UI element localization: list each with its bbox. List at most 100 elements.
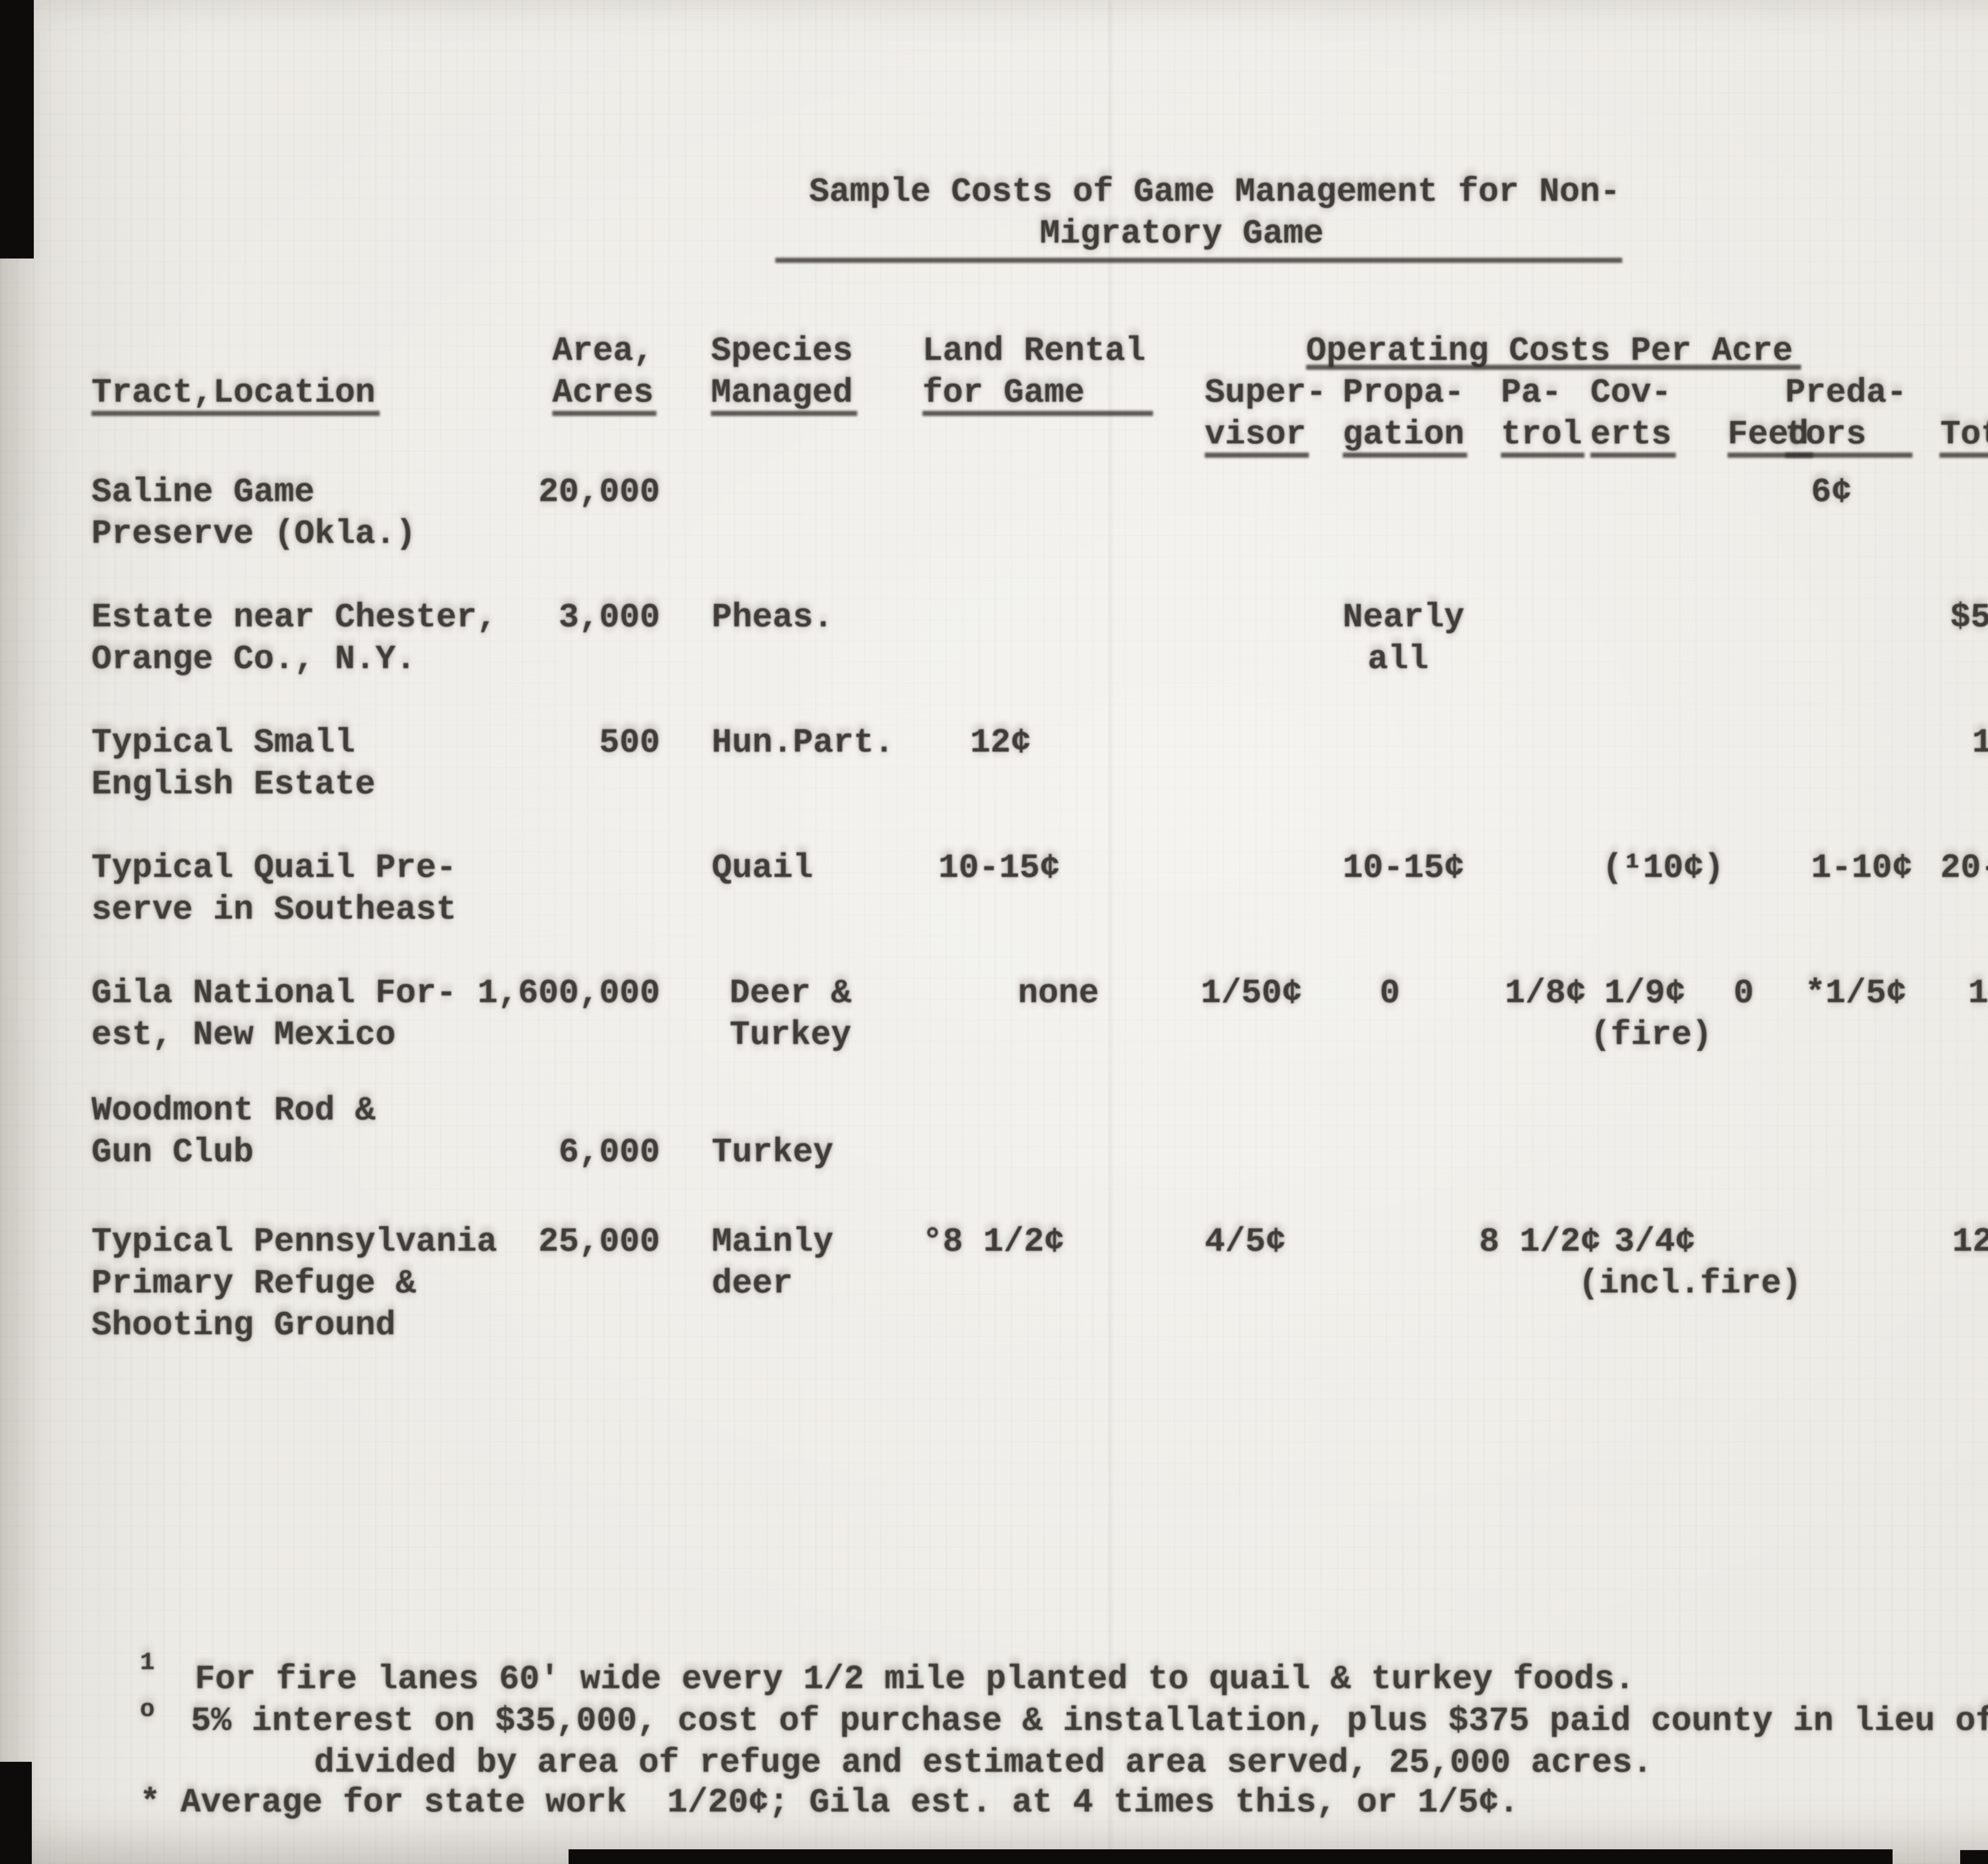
cell-r1-tract-line1: Saline Game <box>91 473 315 511</box>
cell-r4-predators: 1-10¢ <box>1811 849 1913 887</box>
cell-r4-total: 20-25¢ <box>1940 849 1988 887</box>
header-area-line2: Acres <box>552 373 654 412</box>
cell-r7-coverts-line2: (incl.fire) <box>1578 1264 1802 1303</box>
cell-r7-rental: °8 1/2¢ <box>922 1223 1065 1261</box>
cell-r7-supervisor: 4/5¢ <box>1205 1223 1286 1261</box>
cell-r3-area: 500 <box>599 723 660 762</box>
cell-r6-species: Turkey <box>712 1133 834 1172</box>
cell-r2-total: $5.70 <box>1950 598 1988 637</box>
cell-r7-tract-line1: Typical Pennsylvania <box>91 1223 497 1261</box>
footnote-2-line2: divided by area of refuge and estimated … <box>314 1743 1653 1782</box>
underline-title <box>775 258 1622 263</box>
cell-r2-area: 3,000 <box>559 598 660 637</box>
header-supervisor-line1: Super- <box>1205 373 1327 412</box>
header-species-line2: Managed <box>711 373 853 412</box>
header-feed: Feed <box>1728 415 1809 454</box>
cell-r3-total: 10¢ <box>1972 723 1988 762</box>
underline-for-game <box>922 411 1153 416</box>
header-supervisor-line2: visor <box>1205 415 1307 454</box>
header-predators-line1: Preda- <box>1785 373 1907 412</box>
cell-r2-propagation-line1: Nearly <box>1343 598 1465 637</box>
cell-r5-rental: none <box>1018 974 1099 1013</box>
cell-r5-predators: *1/5¢ <box>1805 974 1907 1013</box>
cell-r4-rental: 10-15¢ <box>938 849 1060 887</box>
header-land-rental-line2: for Game <box>922 373 1085 412</box>
header-propagation-line1: Propa- <box>1343 373 1465 412</box>
underline-acres <box>552 411 656 416</box>
underline-tract <box>91 411 380 416</box>
cell-r4-species: Quail <box>712 849 813 887</box>
cell-r7-area: 25,000 <box>538 1223 660 1261</box>
cell-r4-tract-line1: Typical Quail Pre- <box>91 849 457 887</box>
cell-r7-patrol: 8 1/2¢ <box>1479 1223 1601 1261</box>
cell-r2-species: Pheas. <box>712 598 834 637</box>
cell-r5-tract-line2: est, New Mexico <box>91 1016 396 1054</box>
cell-r2-tract-line2: Orange Co., N.Y. <box>91 640 416 678</box>
cell-r3-tract-line2: English Estate <box>91 765 376 804</box>
cell-r3-rental: 12¢ <box>970 723 1031 762</box>
underline-tors <box>1785 453 1912 458</box>
cell-r6-tract-line1: Woodmont Rod & <box>91 1091 376 1130</box>
header-coverts-line1: Cov- <box>1590 373 1672 412</box>
scan-artifact-top-left-bar <box>0 0 34 259</box>
cell-r1-predators: 6¢ <box>1811 473 1852 511</box>
cell-r4-propagation: 10-15¢ <box>1343 849 1465 887</box>
cell-r6-area: 6,000 <box>559 1133 660 1172</box>
cell-r7-total: 12¢ <box>1952 1223 1988 1261</box>
cell-r5-patrol: 1/8¢ <box>1505 974 1586 1013</box>
header-operating-costs-group: Operating Costs Per Acre <box>1306 332 1793 370</box>
cell-r5-tract-line1: Gila National For- <box>91 974 457 1013</box>
paper-crease <box>1109 0 1112 1864</box>
cell-r3-tract-line1: Typical Small <box>91 723 355 762</box>
cell-r5-feed: 0 <box>1734 974 1754 1013</box>
header-propagation-line2: gation <box>1343 415 1465 454</box>
header-predators-line2: tors <box>1785 415 1867 454</box>
cell-r1-tract-line2: Preserve (Okla.) <box>91 515 416 553</box>
cell-r7-tract-line3: Shooting Ground <box>91 1306 396 1345</box>
header-patrol-line2: trol <box>1501 415 1582 454</box>
scan-artifact-bottom-strip-right <box>1960 1850 1988 1864</box>
cell-r4-tract-line2: serve in Southeast <box>91 890 457 929</box>
cell-r5-coverts-line1: 1/9¢ <box>1604 974 1686 1013</box>
underline-total <box>1939 453 1988 458</box>
cell-r2-tract-line1: Estate near Chester, <box>91 598 497 637</box>
cell-r4-coverts: (¹10¢) <box>1602 849 1724 887</box>
cell-r5-species-line1: Deer & <box>730 974 852 1013</box>
title-line-1: Sample Costs of Game Management for Non- <box>809 173 1621 211</box>
footnote-1-text: For fire lanes 60' wide every 1/2 mile p… <box>195 1660 1635 1699</box>
cell-r1-area: 20,000 <box>538 473 660 511</box>
cell-r5-coverts-line2: (fire) <box>1590 1016 1712 1054</box>
footnote-1-marker: 1 <box>140 1648 155 1677</box>
cell-r7-species-line1: Mainly <box>712 1223 834 1261</box>
cell-r7-tract-line2: Primary Refuge & <box>91 1264 416 1303</box>
cell-r7-coverts-line1: 3/4¢ <box>1614 1223 1696 1261</box>
cell-r7-species-line2: deer <box>712 1264 793 1303</box>
header-total: Total <box>1940 415 1988 454</box>
underline-visor <box>1205 453 1309 458</box>
cell-r5-species-line2: Turkey <box>730 1016 852 1054</box>
scan-artifact-bottom-strip-left <box>569 1849 1893 1864</box>
underline-erts <box>1590 453 1676 458</box>
header-land-rental-line1: Land Rental <box>922 332 1146 370</box>
underline-managed <box>711 411 857 416</box>
cell-r5-total: 1/2¢ <box>1968 974 1988 1013</box>
underline-trol <box>1501 453 1584 458</box>
footnote-3-text: * Average for state work 1/20¢; Gila est… <box>140 1783 1519 1822</box>
header-species-line1: Species <box>711 332 853 370</box>
cell-r3-species: Hun.Part. <box>712 723 895 762</box>
cell-r5-supervisor: 1/50¢ <box>1201 974 1303 1013</box>
footnote-2-marker: o <box>140 1695 155 1724</box>
header-patrol-line1: Pa- <box>1501 373 1562 412</box>
header-coverts-line2: erts <box>1590 415 1672 454</box>
title-line-2: Migratory Game <box>1040 214 1324 253</box>
header-area-line1: Area, <box>552 332 654 370</box>
cell-r5-propagation: 0 <box>1380 974 1400 1013</box>
scan-artifact-bottom-left-bar <box>0 1762 32 1864</box>
underline-gation <box>1343 453 1467 458</box>
cell-r6-tract-line2: Gun Club <box>91 1133 254 1172</box>
underline-operating <box>1306 365 1801 370</box>
cell-r5-area: 1,600,000 <box>478 974 660 1013</box>
cell-r2-propagation-line2: all <box>1368 640 1429 678</box>
